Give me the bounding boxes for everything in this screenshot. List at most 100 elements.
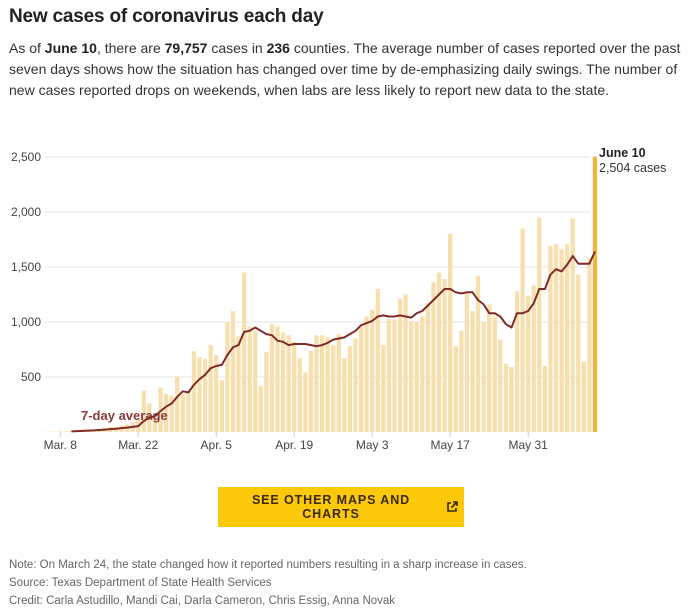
bar xyxy=(247,326,252,432)
bar xyxy=(448,234,453,432)
seven-day-average-line xyxy=(71,251,596,433)
chart-title: New cases of coronavirus each day xyxy=(9,6,324,27)
bar xyxy=(331,345,336,432)
y-tick-label: 2,500 xyxy=(11,150,41,164)
bar xyxy=(253,330,258,432)
bar xyxy=(269,324,275,432)
bar xyxy=(264,352,269,432)
bar xyxy=(292,341,297,432)
bar xyxy=(397,298,403,432)
bar xyxy=(542,366,548,432)
bar xyxy=(370,309,375,432)
bar xyxy=(514,291,520,432)
bar xyxy=(280,332,286,432)
bar xyxy=(314,335,319,432)
intro-text: As of xyxy=(9,40,45,56)
bar xyxy=(581,361,586,432)
bar xyxy=(141,390,146,432)
bar xyxy=(353,338,358,432)
bar xyxy=(175,376,180,432)
bar xyxy=(537,217,542,432)
bars xyxy=(35,156,598,432)
intro-paragraph: As of June 10, there are 79,757 cases in… xyxy=(9,38,689,101)
footer-note: Note: On March 24, the state changed how… xyxy=(9,559,527,571)
intro-text: , there are xyxy=(96,40,165,56)
bar xyxy=(414,322,419,432)
bar xyxy=(403,294,408,432)
y-tick-label: 1,000 xyxy=(11,315,41,329)
bar xyxy=(436,272,442,432)
y-tick-label: 1,500 xyxy=(11,260,41,274)
bar xyxy=(297,358,302,432)
bar xyxy=(258,385,263,432)
bar xyxy=(531,285,536,432)
bar xyxy=(570,218,575,432)
bar xyxy=(186,391,191,432)
bar xyxy=(526,295,531,432)
bar xyxy=(63,431,68,432)
bar xyxy=(241,272,247,432)
bar xyxy=(202,358,208,432)
bar xyxy=(459,330,464,432)
bar xyxy=(308,350,314,432)
bar xyxy=(286,335,291,432)
external-link-icon xyxy=(446,501,458,513)
bar xyxy=(158,387,163,432)
bar xyxy=(303,372,308,432)
highlight-value-label: 2,504 cases xyxy=(599,161,666,175)
bar xyxy=(375,289,380,432)
bar xyxy=(492,316,497,432)
bar xyxy=(180,394,185,432)
bar xyxy=(475,275,481,432)
footer-credit: Credit: Carla Astudillo, Mandi Cai, Darl… xyxy=(9,595,396,607)
bar xyxy=(169,395,174,432)
bar xyxy=(392,319,397,432)
bar xyxy=(219,380,224,432)
intro-case-count: 79,757 xyxy=(164,40,208,56)
see-other-maps-label: SEE OTHER MAPS AND CHARTS xyxy=(251,493,411,521)
bar xyxy=(225,322,230,432)
cases-chart: 500 1,000 1,500 2,000 2,500 Mar. 8 Mar. 22 Apr… xyxy=(11,146,666,452)
bar xyxy=(163,394,169,432)
bar xyxy=(319,335,325,432)
bar xyxy=(336,334,341,432)
bar xyxy=(347,346,353,432)
bar xyxy=(587,258,592,432)
y-tick-label: 500 xyxy=(21,370,41,384)
seven-day-average-label: 7-day average xyxy=(81,408,168,423)
bar xyxy=(358,327,364,432)
bar xyxy=(191,351,197,432)
bar xyxy=(325,337,330,432)
highlight-date-label: June 10 xyxy=(599,146,646,160)
x-tick-label: Apr. 19 xyxy=(275,438,313,452)
bar xyxy=(520,228,525,432)
bar xyxy=(503,363,509,432)
bar xyxy=(487,304,492,432)
bar xyxy=(197,357,202,432)
x-tick-label: May 3 xyxy=(356,438,389,452)
bar xyxy=(230,311,236,432)
highlight-bar xyxy=(592,156,598,432)
bar xyxy=(481,322,486,432)
intro-text: counties. The average number of cases re… xyxy=(9,40,681,98)
bar xyxy=(548,246,553,432)
bar xyxy=(208,345,213,432)
bar xyxy=(420,316,425,432)
intro-text: cases in xyxy=(207,40,267,56)
x-axis: Mar. 8 Mar. 22 Apr. 5 Apr. 19 May 3 May 17 May… xyxy=(44,432,548,452)
x-tick-label: Mar. 8 xyxy=(44,438,78,452)
bar xyxy=(431,282,436,432)
footer-source: Source: Texas Department of State Health… xyxy=(9,577,272,589)
bar xyxy=(58,431,63,432)
footer-notes: Note: On March 24, the state changed how… xyxy=(9,556,527,610)
see-other-maps-button[interactable]: SEE OTHER MAPS AND CHARTS xyxy=(218,487,464,527)
bar xyxy=(576,274,581,432)
bar xyxy=(236,336,241,432)
bar xyxy=(470,311,475,432)
y-axis-labels: 500 1,000 1,500 2,000 2,500 xyxy=(11,150,41,384)
bar xyxy=(425,303,431,432)
bar xyxy=(565,243,570,432)
bar xyxy=(553,243,559,432)
bar xyxy=(464,293,470,432)
bar xyxy=(214,355,219,432)
